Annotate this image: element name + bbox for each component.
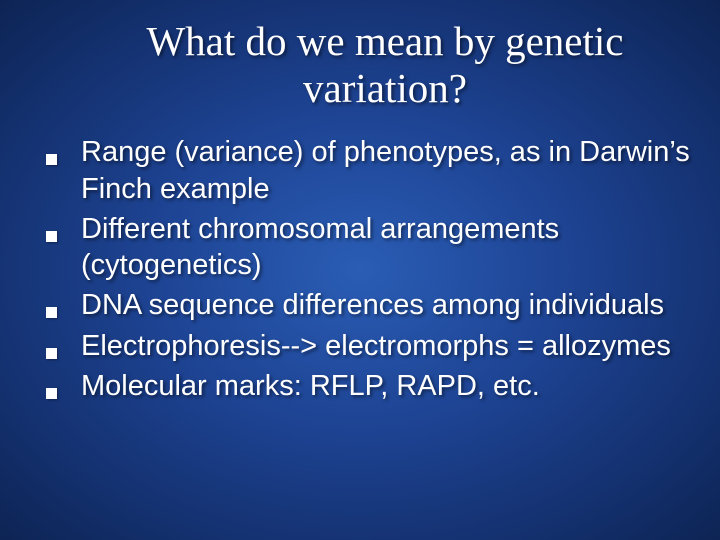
bullet-text: Electrophoresis--> electromorphs = alloz… <box>81 328 671 364</box>
bullet-list: Range (variance) of phenotypes, as in Da… <box>28 134 692 404</box>
square-bullet-icon <box>46 231 57 242</box>
square-bullet-icon <box>46 348 57 359</box>
list-item: DNA sequence differences among individua… <box>46 287 692 323</box>
list-item: Different chromosomal arrangements (cyto… <box>46 211 692 284</box>
square-bullet-icon <box>46 388 57 399</box>
square-bullet-icon <box>46 154 57 165</box>
list-item: Electrophoresis--> electromorphs = alloz… <box>46 328 692 364</box>
slide: What do we mean by genetic variation? Ra… <box>0 0 720 540</box>
bullet-text: Range (variance) of phenotypes, as in Da… <box>81 134 692 207</box>
list-item: Molecular marks: RFLP, RAPD, etc. <box>46 368 692 404</box>
slide-title: What do we mean by genetic variation? <box>28 18 692 112</box>
bullet-text: Molecular marks: RFLP, RAPD, etc. <box>81 368 540 404</box>
bullet-text: DNA sequence differences among individua… <box>81 287 664 323</box>
square-bullet-icon <box>46 307 57 318</box>
bullet-text: Different chromosomal arrangements (cyto… <box>81 211 692 284</box>
list-item: Range (variance) of phenotypes, as in Da… <box>46 134 692 207</box>
